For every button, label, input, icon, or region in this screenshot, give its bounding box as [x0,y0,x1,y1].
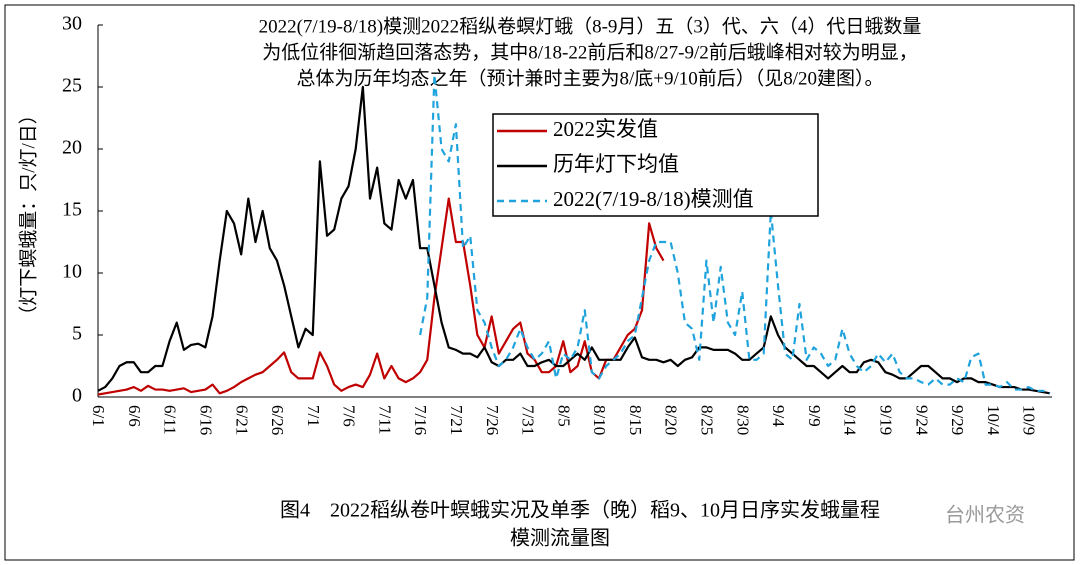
y-axis-label: （灯下螟蛾量：只/灯/日） [17,105,39,325]
legend-label: 2022实发值 [553,117,658,141]
series-line [97,197,665,396]
x-tick-label: 8/15 [626,405,645,435]
legend-label: 2022(7/19-8/18)模测值 [553,187,754,211]
x-tick-label: 10/9 [1020,405,1039,435]
x-tick-label: 7/21 [447,405,466,435]
legend-box [492,113,819,217]
x-tick-label: 9/9 [805,405,824,427]
x-tick-label: 7/11 [375,405,394,435]
x-tick-label: 6/1 [89,405,108,427]
x-tick-label: 10/4 [984,405,1003,436]
x-tick-label: 9/24 [912,405,931,436]
y-tick-label: 15 [62,199,82,221]
x-tick-label: 9/4 [769,405,788,427]
y-tick-label: 20 [62,137,82,159]
x-tick-label: 6/26 [268,405,287,435]
x-tick-label: 6/6 [125,405,144,427]
x-tick-label: 7/31 [519,405,538,435]
annotation: 为低位徘徊渐趋回落态势，其中8/18-22前后和8/27-9/2前后蛾峰相对较为… [262,41,918,63]
y-tick-label: 25 [62,75,82,97]
x-tick-label: 8/20 [662,405,681,435]
annotation: 2022(7/19-8/18)模测2022稻纵卷螟灯蛾（8-9月）五（3）代、六… [259,15,922,37]
x-tick-label: 8/5 [554,405,573,427]
annotation: 总体为历年均态之年（预计兼时主要为8/底+9/10前后）（见8/20建图）。 [296,67,883,89]
y-tick-label: 10 [62,261,82,283]
x-tick-label: 7/26 [483,405,502,435]
x-tick-label: 8/10 [590,405,609,435]
x-tick-label: 9/29 [948,405,967,435]
x-tick-label: 9/19 [876,405,895,435]
x-tick-label: 6/16 [196,405,215,435]
x-tick-label: 8/30 [733,405,752,435]
y-tick-label: 5 [72,323,82,345]
x-tick-label: 9/14 [841,405,860,436]
series-line [97,85,1051,395]
x-tick-label: 8/25 [698,405,717,435]
y-tick-label: 0 [72,385,82,407]
x-tick-label: 7/6 [340,405,359,427]
x-tick-label: 7/16 [411,405,430,435]
y-tick-label: 30 [62,13,82,35]
x-tick-label: 6/11 [161,405,180,435]
series-line [419,73,1051,395]
watermark: 台州农资 [945,504,1025,527]
caption: 图4 2022稻纵卷叶螟蛾实况及单季（晚）稻9、10月日序实发蛾量程 [280,499,880,522]
x-tick-label: 7/1 [304,405,323,427]
frame [4,4,1075,561]
x-tick-label: 6/21 [232,405,251,435]
caption: 模测流量图 [510,527,610,550]
legend-label: 历年灯下均值 [553,152,679,176]
